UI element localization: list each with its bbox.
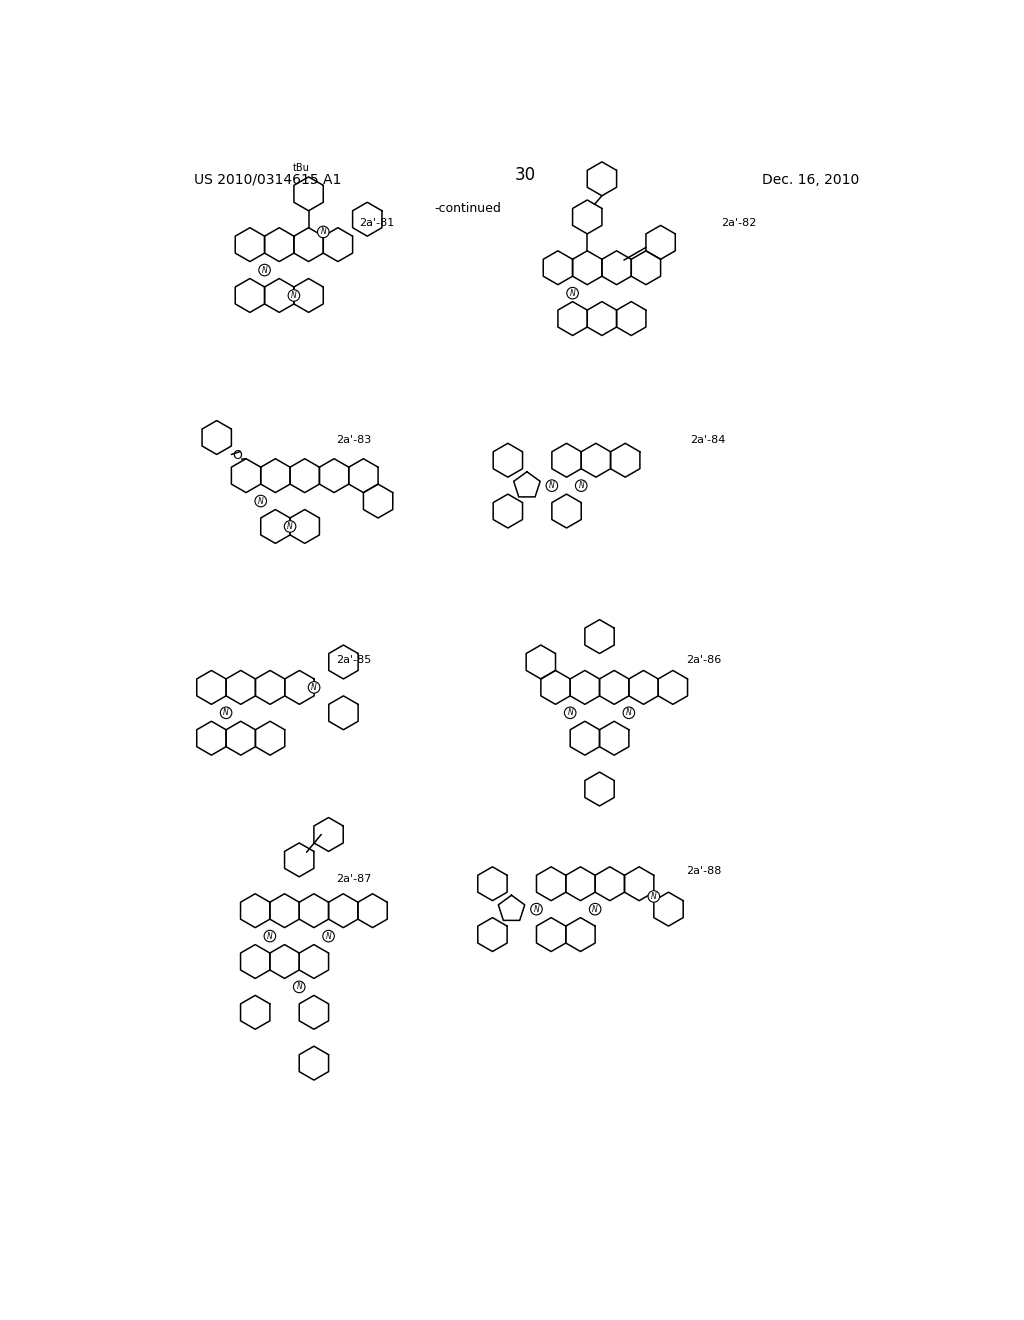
Text: 2a'-84: 2a'-84: [690, 436, 726, 445]
Text: N: N: [326, 932, 332, 941]
Circle shape: [288, 289, 300, 301]
Circle shape: [285, 520, 296, 532]
Text: O: O: [232, 449, 243, 462]
Circle shape: [564, 708, 575, 718]
Circle shape: [259, 264, 270, 276]
Circle shape: [567, 288, 579, 298]
Text: 2a'-85: 2a'-85: [336, 655, 372, 665]
Text: N: N: [258, 496, 263, 506]
Circle shape: [308, 681, 319, 693]
Text: N: N: [592, 904, 598, 913]
Circle shape: [317, 226, 329, 238]
Text: N: N: [291, 290, 297, 300]
Text: N: N: [651, 892, 656, 902]
Text: N: N: [321, 227, 326, 236]
Text: 2a'-81: 2a'-81: [359, 218, 394, 228]
Text: N: N: [311, 682, 317, 692]
Circle shape: [623, 708, 635, 718]
Text: tBu: tBu: [293, 162, 309, 173]
Circle shape: [264, 931, 275, 942]
Circle shape: [590, 903, 601, 915]
Text: 2a'-87: 2a'-87: [336, 874, 372, 884]
Text: N: N: [262, 265, 267, 275]
Circle shape: [220, 708, 231, 718]
Circle shape: [323, 931, 335, 942]
Text: 2a'-86: 2a'-86: [686, 655, 722, 665]
Text: N: N: [549, 482, 555, 490]
Text: 2a'-82: 2a'-82: [721, 218, 757, 228]
Circle shape: [546, 480, 558, 491]
Circle shape: [575, 480, 587, 491]
Text: 2a'-88: 2a'-88: [686, 866, 722, 876]
Text: N: N: [579, 482, 584, 490]
Text: -continued: -continued: [435, 202, 502, 215]
Circle shape: [255, 495, 266, 507]
Text: N: N: [223, 709, 229, 717]
Circle shape: [530, 903, 543, 915]
Text: 2a'-83: 2a'-83: [336, 436, 372, 445]
Text: N: N: [567, 709, 573, 717]
Text: N: N: [569, 289, 575, 297]
Text: N: N: [287, 521, 293, 531]
Text: N: N: [267, 932, 272, 941]
Text: N: N: [626, 709, 632, 717]
Circle shape: [294, 981, 305, 993]
Circle shape: [648, 891, 659, 903]
Text: Dec. 16, 2010: Dec. 16, 2010: [762, 173, 859, 187]
Text: US 2010/0314615 A1: US 2010/0314615 A1: [194, 173, 341, 187]
Text: N: N: [534, 904, 540, 913]
Text: N: N: [296, 982, 302, 991]
Text: 30: 30: [514, 166, 536, 185]
